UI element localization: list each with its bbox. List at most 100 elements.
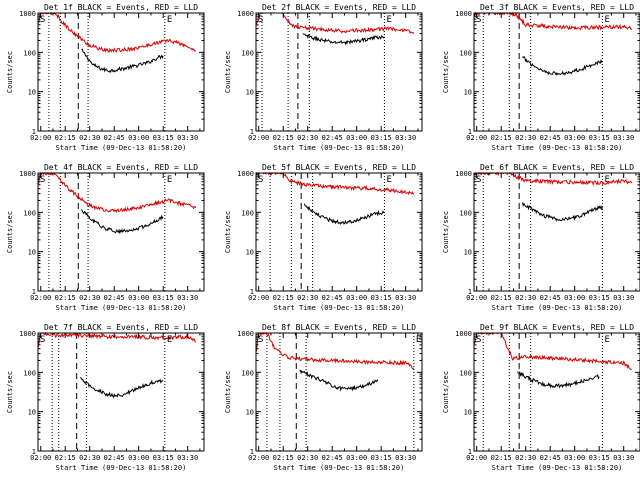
y-tick-label: 1000 [19, 10, 36, 18]
x-tick-label: 02:00 [248, 454, 269, 462]
x-tick-label: 03:30 [613, 134, 634, 142]
series-line [473, 11, 633, 31]
x-tick-label: 03:15 [589, 294, 610, 302]
end-marker: E [604, 335, 609, 345]
y-axis-label: Counts/sec [6, 371, 14, 413]
x-tick-label: 02:45 [322, 134, 343, 142]
y-tick-label: 1 [468, 448, 472, 456]
y-tick-label: 1 [250, 288, 254, 296]
x-tick-label: 03:30 [177, 294, 198, 302]
x-tick-label: 03:00 [128, 454, 149, 462]
y-tick-label: 100 [23, 209, 36, 217]
x-tick-label: 03:15 [153, 294, 174, 302]
end-marker: E [167, 175, 172, 185]
y-tick-label: 1 [468, 128, 472, 136]
x-tick-label: 02:45 [104, 134, 125, 142]
panel-title: Det 3f BLACK = Events, RED = LLD [480, 3, 634, 12]
x-tick-label: 02:00 [466, 454, 487, 462]
x-tick-label: 03:00 [564, 294, 585, 302]
x-tick-label: 03:00 [128, 134, 149, 142]
x-tick-label: 02:45 [104, 454, 125, 462]
x-tick-label: 02:15 [273, 294, 294, 302]
x-tick-label: 02:15 [55, 294, 76, 302]
panel-title: Det 7f BLACK = Events, RED = LLD [44, 323, 198, 332]
x-tick-label: 03:00 [346, 454, 367, 462]
detector-panel: Det 5f BLACK = Events, RED = LLD Counts/s… [224, 163, 423, 312]
x-axis-label: Start Time (09-Dec-13 01:58:20) [274, 144, 405, 152]
x-axis-label: Start Time (09-Dec-13 01:58:20) [56, 304, 187, 312]
series-line [255, 171, 415, 196]
y-axis-label: Counts/sec [442, 371, 450, 413]
y-axis-label: Counts/sec [224, 211, 232, 253]
x-tick-label: 03:15 [153, 454, 174, 462]
end-marker: E [604, 175, 609, 185]
x-tick-label: 02:15 [491, 454, 512, 462]
x-tick-label: 02:00 [466, 134, 487, 142]
y-tick-label: 1 [32, 128, 36, 136]
x-tick-label: 03:00 [346, 294, 367, 302]
x-tick-label: 02:45 [322, 454, 343, 462]
plot-frame [473, 12, 640, 132]
y-tick-label: 100 [241, 209, 254, 217]
x-tick-label: 03:00 [564, 134, 585, 142]
x-axis-label: Start Time (09-Dec-13 01:58:20) [274, 464, 405, 472]
plot-frame [37, 332, 205, 452]
series-line [37, 171, 197, 214]
x-tick-label: 02:00 [30, 294, 51, 302]
y-tick-label: 1000 [455, 10, 472, 18]
x-tick-label: 02:15 [491, 294, 512, 302]
x-tick-label: 02:45 [540, 294, 561, 302]
y-tick-label: 1000 [237, 170, 254, 178]
y-tick-label: 1 [250, 448, 254, 456]
x-tick-label: 02:30 [515, 134, 536, 142]
x-tick-label: 02:00 [248, 294, 269, 302]
x-tick-label: 02:00 [466, 294, 487, 302]
series-line [37, 331, 196, 349]
series-line [517, 370, 600, 389]
y-axis-label: Counts/sec [442, 211, 450, 253]
plot-frame [255, 172, 423, 292]
detector-panel: Det 3f BLACK = Events, RED = LLD Counts/s… [442, 3, 640, 152]
y-tick-label: 100 [241, 49, 254, 57]
y-tick-label: 1 [32, 288, 36, 296]
detector-panel: Det 8f BLACK = Events, RED = LLD Counts/s… [224, 323, 423, 472]
end-marker: E [167, 15, 172, 25]
y-tick-label: 10 [246, 409, 254, 417]
start-marker: S [476, 15, 481, 25]
start-marker: S [476, 335, 481, 345]
detector-panel: Det 6f BLACK = Events, RED = LLD Counts/s… [442, 163, 640, 312]
x-axis-label: Start Time (09-Dec-13 01:58:20) [492, 144, 623, 152]
panel-title: Det 2f BLACK = Events, RED = LLD [262, 3, 416, 12]
start-marker: S [40, 335, 45, 345]
y-tick-label: 100 [459, 209, 472, 217]
series-line [521, 202, 603, 222]
y-tick-label: 100 [459, 369, 472, 377]
end-marker: E [386, 175, 391, 185]
plot-frame [37, 12, 205, 132]
y-tick-label: 1 [250, 128, 254, 136]
x-tick-label: 03:30 [177, 454, 198, 462]
x-tick-label: 02:30 [79, 454, 100, 462]
x-tick-label: 02:30 [297, 294, 318, 302]
start-marker: S [258, 15, 263, 25]
y-axis-label: Counts/sec [6, 51, 14, 93]
panel-title: Det 4f BLACK = Events, RED = LLD [44, 163, 198, 172]
series-line [255, 332, 415, 370]
plot-frame [473, 332, 640, 452]
x-tick-label: 02:30 [79, 294, 100, 302]
panel-title: Det 5f BLACK = Events, RED = LLD [262, 163, 416, 172]
x-tick-label: 03:15 [153, 134, 174, 142]
x-axis-label: Start Time (09-Dec-13 01:58:20) [274, 304, 405, 312]
series-line [303, 203, 385, 226]
x-tick-label: 03:00 [564, 454, 585, 462]
series-line [522, 56, 603, 76]
x-axis-label: Start Time (09-Dec-13 01:58:20) [492, 304, 623, 312]
x-axis-label: Start Time (09-Dec-13 01:58:20) [492, 464, 623, 472]
x-tick-label: 03:15 [589, 134, 610, 142]
panel-title: Det 8f BLACK = Events, RED = LLD [262, 323, 416, 332]
x-tick-label: 03:30 [395, 134, 416, 142]
x-tick-label: 02:30 [297, 134, 318, 142]
end-marker: E [386, 15, 391, 25]
panel-title: Det 9f BLACK = Events, RED = LLD [480, 323, 634, 332]
x-tick-label: 02:15 [273, 454, 294, 462]
